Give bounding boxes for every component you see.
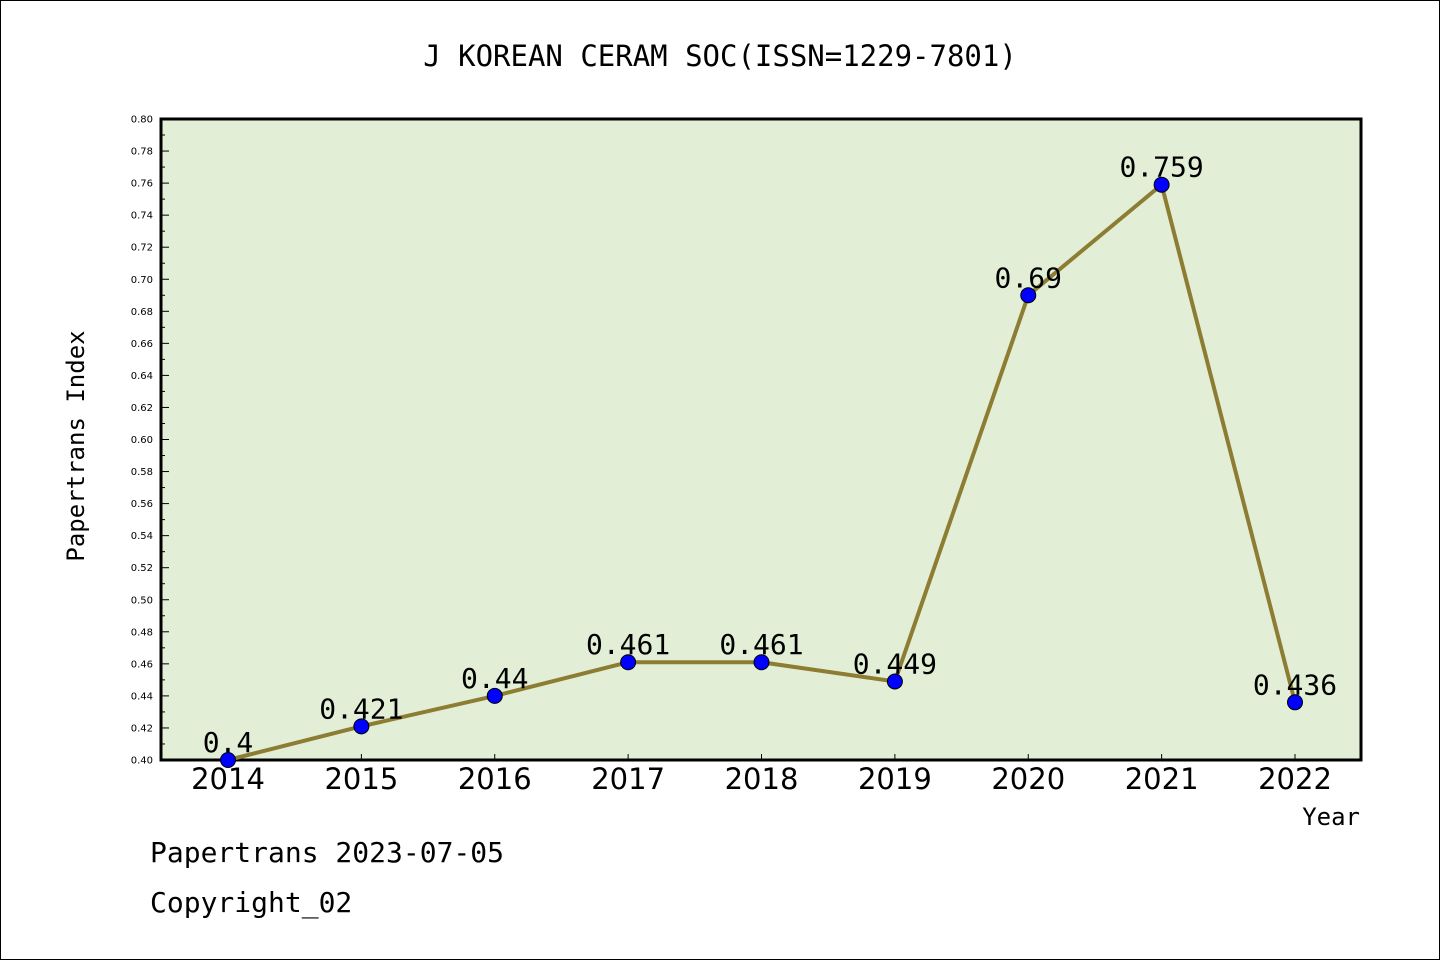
data-label: 0.461 xyxy=(586,628,670,661)
y-tick-label: 0.56 xyxy=(131,499,153,510)
y-tick-label: 0.62 xyxy=(131,403,153,414)
x-tick-label: 2021 xyxy=(1125,762,1199,796)
y-tick-label: 0.72 xyxy=(131,243,153,254)
data-point xyxy=(620,654,637,671)
data-label: 0.436 xyxy=(1253,668,1337,701)
y-tick-label: 0.68 xyxy=(131,307,153,318)
y-tick-label: 0.80 xyxy=(131,115,153,126)
y-tick-label: 0.52 xyxy=(131,563,153,574)
y-axis: 0.40 0.42 0.44 0.46 0.48 0.50 0.52 0.54 0.56 0.58… xyxy=(131,115,169,767)
data-labels: 0.4 0.421 0.44 0.461 0.461 0.449 0.69 0.759 0.43… xyxy=(203,151,1337,759)
y-tick-label: 0.76 xyxy=(131,179,153,190)
data-points xyxy=(220,176,1303,768)
y-tick-label: 0.74 xyxy=(131,211,153,222)
x-tick-label: 2020 xyxy=(991,762,1065,796)
x-tick-label: 2022 xyxy=(1258,762,1332,796)
data-point xyxy=(753,654,770,671)
y-tick-label: 0.66 xyxy=(131,339,153,350)
data-label: 0.461 xyxy=(719,628,803,661)
y-tick-label: 0.42 xyxy=(131,723,153,734)
y-tick-label: 0.50 xyxy=(131,595,153,606)
x-axis: 2014 2015 2016 2017 2018 2019 2020 2021 2022 xyxy=(191,754,1332,796)
data-label: 0.421 xyxy=(319,692,403,725)
y-tick-label: 0.70 xyxy=(131,275,153,286)
data-point xyxy=(1020,287,1037,304)
y-tick-label: 0.44 xyxy=(131,691,153,702)
y-axis-label: Papertrans Index xyxy=(62,330,90,561)
y-tick-label: 0.54 xyxy=(131,531,153,542)
data-point xyxy=(486,687,503,704)
data-label: 0.4 xyxy=(203,726,254,759)
data-label: 0.44 xyxy=(461,662,528,695)
data-label: 0.759 xyxy=(1119,151,1203,184)
data-label: 0.69 xyxy=(995,261,1062,294)
y-tick-label: 0.64 xyxy=(131,371,153,382)
x-axis-label: Year xyxy=(1302,803,1360,831)
footer-copyright: Copyright_02 xyxy=(150,886,353,919)
y-tick-label: 0.48 xyxy=(131,627,153,638)
footer-source: Papertrans 2023-07-05 xyxy=(150,836,505,869)
x-tick-label: 2015 xyxy=(324,762,398,796)
data-point xyxy=(353,718,370,735)
data-point xyxy=(886,673,903,690)
x-tick-label: 2018 xyxy=(725,762,799,796)
plot-area xyxy=(159,117,1363,762)
y-tick-label: 0.40 xyxy=(131,756,153,767)
data-point xyxy=(1153,176,1170,193)
chart-title: J KOREAN CERAM SOC(ISSN=1229-7801) xyxy=(423,39,1017,73)
data-point xyxy=(1287,694,1303,711)
x-tick-label: 2019 xyxy=(858,762,932,796)
y-tick-label: 0.78 xyxy=(131,147,153,158)
y-tick-label: 0.58 xyxy=(131,467,153,478)
y-tick-label: 0.60 xyxy=(131,435,153,446)
y-tick-label: 0.46 xyxy=(131,659,153,670)
x-tick-label: 2016 xyxy=(458,762,532,796)
data-label: 0.449 xyxy=(853,647,937,680)
data-point xyxy=(220,752,236,768)
x-tick-label: 2017 xyxy=(591,762,665,796)
